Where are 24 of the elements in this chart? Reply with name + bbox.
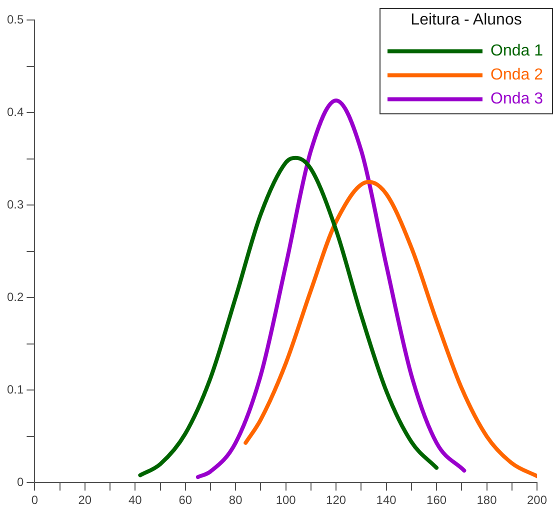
y-tick-label: 0.3 xyxy=(6,197,24,212)
y-tick-label: 0.5 xyxy=(6,12,24,26)
x-tick-label: 20 xyxy=(78,493,92,508)
y-tick-label: 0.1 xyxy=(6,382,24,396)
x-tick-label: 160 xyxy=(426,493,447,508)
x-tick-label: 120 xyxy=(326,493,346,508)
x-tick-label: 100 xyxy=(276,493,296,508)
x-tick-label: 0 xyxy=(31,493,38,508)
y-tick-label: 0.4 xyxy=(6,104,24,119)
line-series xyxy=(138,156,439,478)
y-tick-label: 0 xyxy=(16,474,24,489)
x-tick-label: 60 xyxy=(178,493,192,508)
line-series xyxy=(196,98,466,480)
y-tick-label: 0.2 xyxy=(6,290,24,304)
text: Onda 1 xyxy=(490,42,544,60)
text: Onda 3 xyxy=(490,90,544,108)
x-tick-label: 180 xyxy=(476,493,498,508)
x-tick-label: 200 xyxy=(526,493,548,508)
x-tick-label: 140 xyxy=(376,493,397,508)
x-tick-label: 40 xyxy=(128,493,142,508)
x-tick-label: 80 xyxy=(228,493,243,508)
legend-title: Leitura - Alunos xyxy=(410,11,522,28)
line-series xyxy=(244,180,537,478)
text: Onda 2 xyxy=(490,66,544,84)
